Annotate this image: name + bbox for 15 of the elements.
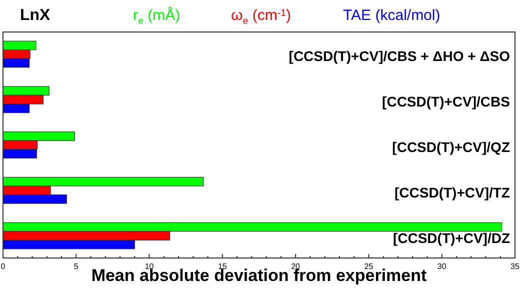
x-tick-label: 35: [510, 262, 520, 271]
y-tick-label: [CCSD(T)+CV]/QZ: [392, 139, 510, 155]
x-tick-label: 25: [364, 262, 374, 271]
x-tick-label: 0: [0, 262, 6, 271]
x-tick-label: 15: [218, 262, 228, 271]
y-tick-label: [CCSD(T)+CV]/CBS + ΔHO + ΔSO: [288, 48, 510, 64]
text: ω$_{e}$ (cm$^{-1}$): [231, 7, 291, 27]
y-tick-label: [CCSD(T)+CV]/TZ: [394, 184, 510, 200]
y-tick-label: [CCSD(T)+CV]/DZ: [392, 230, 510, 246]
chart-title: LnX: [20, 7, 51, 24]
x-tick-label: 30: [437, 262, 447, 271]
x-tick-label: 5: [74, 262, 79, 271]
text: r$_{e}$ (mÅ): [133, 6, 180, 27]
text: TAE (kcal/mol): [343, 7, 440, 24]
y-tick-label: [CCSD(T)+CV]/CBS: [382, 94, 510, 110]
